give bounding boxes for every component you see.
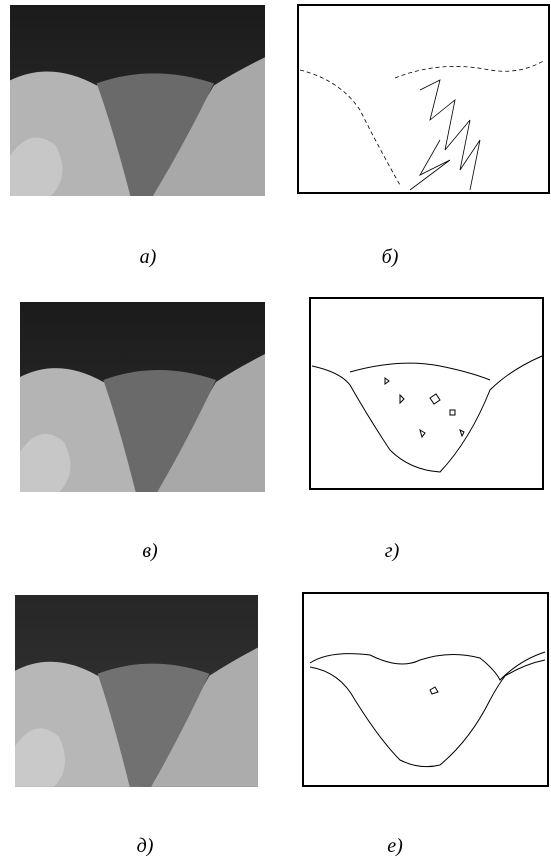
edge-map [303, 593, 548, 786]
photo-filtered [20, 302, 265, 492]
edge-map [310, 298, 543, 489]
panel-label: а) [140, 246, 157, 268]
edge-map [298, 5, 549, 193]
panel-label: г) [385, 540, 400, 562]
panel-label: в) [142, 540, 158, 562]
photo-original [10, 5, 265, 196]
figure: а) б) в) г) д) е) [0, 0, 551, 864]
panel-label: б) [382, 246, 399, 268]
photo-smoothed [15, 595, 258, 787]
panel-label: е) [387, 835, 403, 857]
panel-label: д) [137, 835, 154, 857]
